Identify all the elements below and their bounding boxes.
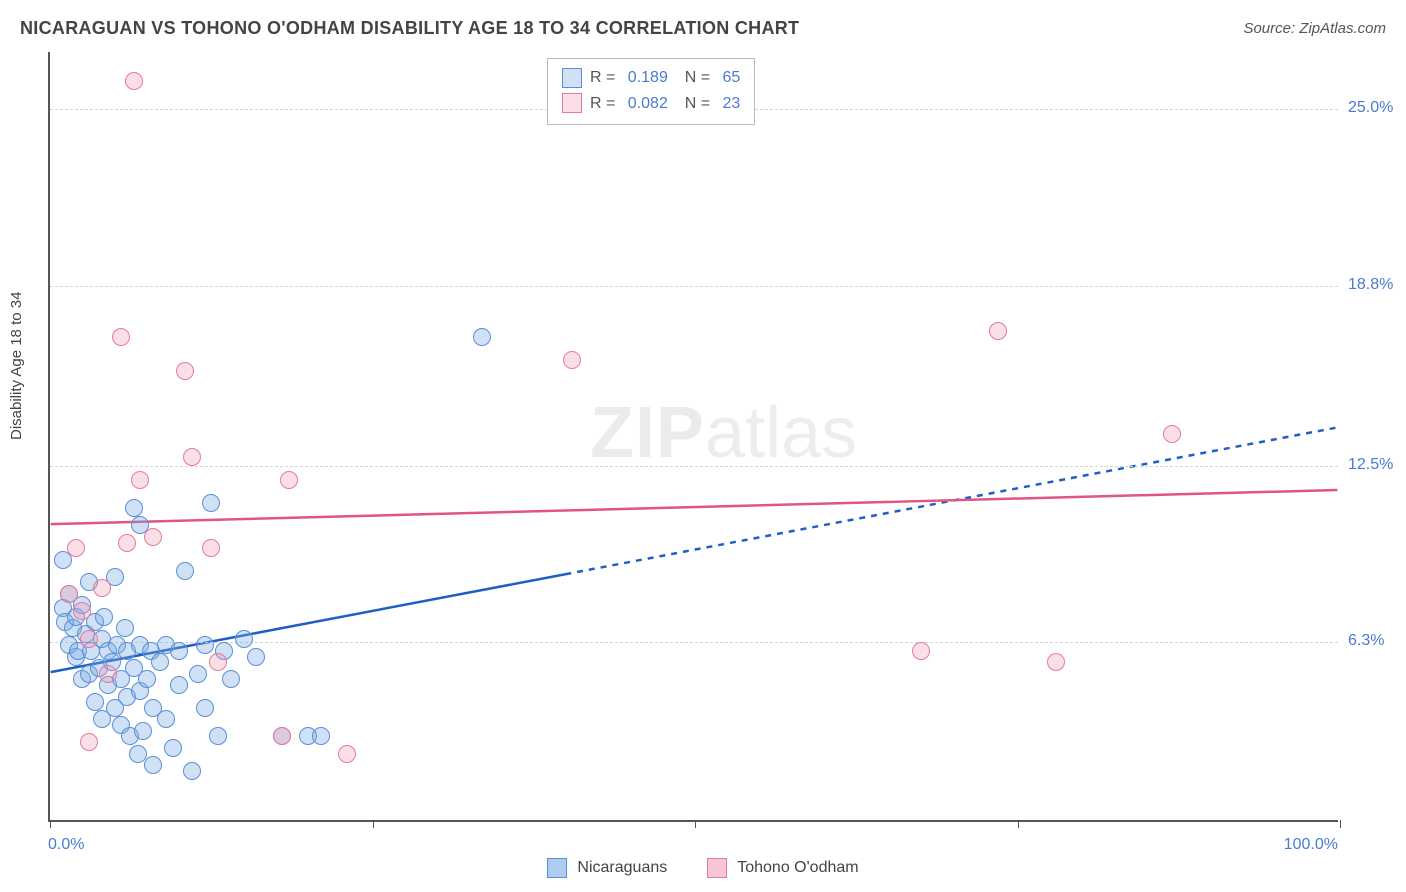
data-point (1163, 425, 1181, 443)
data-point (144, 756, 162, 774)
gridline (50, 466, 1338, 467)
data-point (125, 499, 143, 517)
data-point (176, 562, 194, 580)
legend-swatch (562, 68, 582, 88)
data-point (989, 322, 1007, 340)
data-point (164, 739, 182, 757)
data-point (112, 328, 130, 346)
data-point (170, 676, 188, 694)
data-point (125, 72, 143, 90)
data-point (209, 653, 227, 671)
legend-series-item: Nicaraguans (547, 858, 667, 878)
x-tick-label: 100.0% (1284, 836, 1338, 854)
legend-r-label: R = (590, 65, 620, 91)
data-point (1047, 653, 1065, 671)
data-point (338, 745, 356, 763)
legend-n-value: 65 (723, 65, 741, 91)
data-point (86, 693, 104, 711)
trend-lines (50, 52, 1338, 820)
chart-source: Source: ZipAtlas.com (1243, 20, 1386, 37)
data-point (73, 602, 91, 620)
legend-series-item: Tohono O'odham (707, 858, 858, 878)
data-point (183, 762, 201, 780)
data-point (202, 539, 220, 557)
data-point (144, 528, 162, 546)
legend-n-label: N = (676, 65, 715, 91)
data-point (99, 665, 117, 683)
legend-series-label: Nicaraguans (577, 859, 667, 877)
data-point (912, 642, 930, 660)
legend-r-value: 0.189 (628, 65, 668, 91)
plot-area: ZIPatlas (48, 52, 1338, 822)
data-point (563, 351, 581, 369)
x-tick (1340, 820, 1341, 828)
data-point (116, 619, 134, 637)
watermark: ZIPatlas (590, 392, 857, 474)
chart-title: NICARAGUAN VS TOHONO O'ODHAM DISABILITY … (20, 18, 799, 39)
x-tick (1018, 820, 1019, 828)
data-point (138, 670, 156, 688)
data-point (151, 653, 169, 671)
legend-r-label: R = (590, 91, 620, 117)
chart-header: NICARAGUAN VS TOHONO O'ODHAM DISABILITY … (20, 18, 1386, 39)
data-point (312, 727, 330, 745)
data-point (196, 699, 214, 717)
data-point (222, 670, 240, 688)
data-point (129, 745, 147, 763)
x-tick (695, 820, 696, 828)
data-point (60, 585, 78, 603)
legend-correlation-row: R = 0.082 N = 23 (562, 91, 740, 117)
gridline (50, 286, 1338, 287)
legend-n-label: N = (676, 91, 715, 117)
x-tick (50, 820, 51, 828)
data-point (80, 733, 98, 751)
data-point (209, 727, 227, 745)
legend-swatch (547, 858, 567, 878)
data-point (280, 471, 298, 489)
data-point (131, 471, 149, 489)
legend-correlation: R = 0.189 N = 65R = 0.082 N = 23 (547, 58, 755, 125)
watermark-atlas: atlas (705, 393, 857, 473)
data-point (95, 608, 113, 626)
data-point (80, 630, 98, 648)
data-point (170, 642, 188, 660)
legend-swatch (707, 858, 727, 878)
y-tick-label: 18.8% (1348, 276, 1393, 294)
y-tick-label: 6.3% (1348, 632, 1384, 650)
data-point (247, 648, 265, 666)
data-point (196, 636, 214, 654)
data-point (118, 534, 136, 552)
data-point (183, 448, 201, 466)
data-point (134, 722, 152, 740)
legend-correlation-row: R = 0.189 N = 65 (562, 65, 740, 91)
legend-series-label: Tohono O'odham (737, 859, 858, 877)
data-point (235, 630, 253, 648)
x-tick (373, 820, 374, 828)
y-tick-label: 12.5% (1348, 456, 1393, 474)
data-point (473, 328, 491, 346)
x-tick-label: 0.0% (48, 836, 84, 854)
data-point (157, 710, 175, 728)
y-axis-label: Disability Age 18 to 34 (8, 292, 25, 440)
legend-swatch (562, 93, 582, 113)
legend-r-value: 0.082 (628, 91, 668, 117)
legend-n-value: 23 (723, 91, 741, 117)
data-point (189, 665, 207, 683)
data-point (202, 494, 220, 512)
data-point (176, 362, 194, 380)
data-point (67, 539, 85, 557)
data-point (273, 727, 291, 745)
legend-series: Nicaraguans Tohono O'odham (0, 858, 1406, 878)
watermark-zip: ZIP (590, 393, 705, 473)
data-point (93, 579, 111, 597)
y-tick-label: 25.0% (1348, 99, 1393, 117)
